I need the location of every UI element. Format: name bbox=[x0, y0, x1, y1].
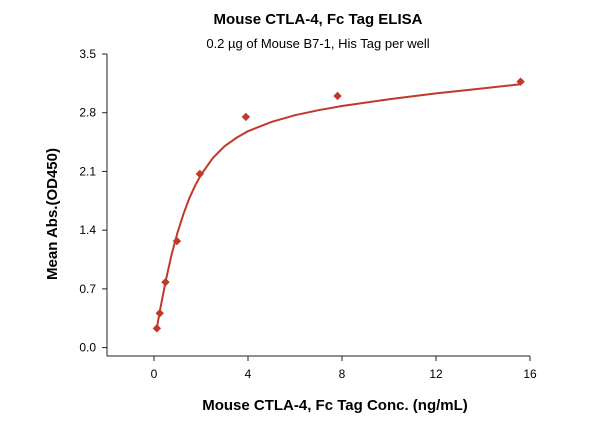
data-point bbox=[172, 236, 182, 246]
y-tick-label: 0.0 bbox=[79, 341, 96, 355]
x-tick-label: 12 bbox=[429, 367, 443, 381]
data-points bbox=[152, 77, 525, 333]
chart-subtitle: 0.2 µg of Mouse B7-1, His Tag per well bbox=[206, 36, 429, 51]
data-point bbox=[152, 324, 162, 333]
x-tick-label: 8 bbox=[339, 367, 346, 381]
y-tick-label: 0.7 bbox=[79, 282, 96, 296]
chart-title: Mouse CTLA-4, Fc Tag ELISA bbox=[214, 11, 423, 28]
x-tick-label: 16 bbox=[523, 367, 537, 381]
y-axis-label: Mean Abs.(OD450) bbox=[44, 148, 61, 280]
fit-curve bbox=[155, 83, 521, 328]
data-point bbox=[195, 169, 205, 179]
x-axis-label: Mouse CTLA-4, Fc Tag Conc. (ng/mL) bbox=[202, 397, 468, 414]
data-point bbox=[241, 112, 251, 122]
data-point bbox=[333, 91, 342, 101]
y-tick-label: 2.8 bbox=[79, 106, 96, 120]
x-tick-label: 0 bbox=[151, 367, 158, 381]
data-point bbox=[161, 277, 170, 287]
data-point bbox=[155, 309, 164, 318]
y-tick-label: 3.5 bbox=[79, 47, 96, 61]
x-tick-label: 4 bbox=[245, 367, 252, 381]
x-axis-ticks: 0 4 8 12 16 bbox=[151, 356, 537, 381]
plot-axes bbox=[106, 54, 530, 357]
y-axis-ticks: 0.0 0.7 1.4 2.1 2.8 3.5 bbox=[79, 47, 107, 355]
data-point bbox=[516, 77, 525, 86]
y-tick-label: 1.4 bbox=[79, 223, 96, 237]
y-tick-label: 2.1 bbox=[79, 164, 96, 178]
